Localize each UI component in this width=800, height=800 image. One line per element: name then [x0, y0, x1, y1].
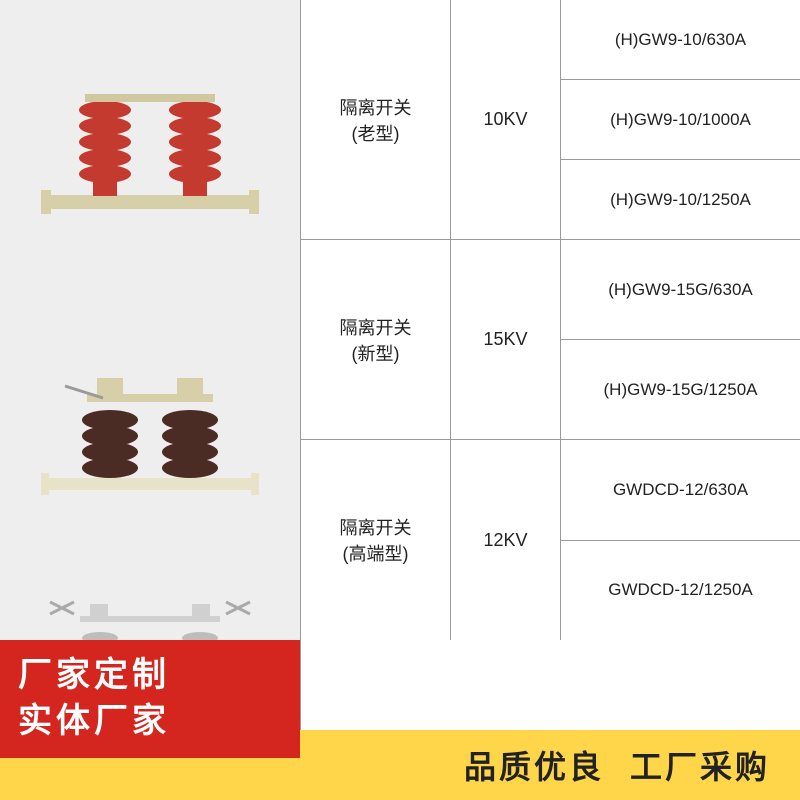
name-line2: (高端型) [343, 540, 409, 566]
model-col-3: GWDCD-12/630A GWDCD-12/1250A [561, 440, 800, 640]
name-line2: (老型) [352, 120, 400, 146]
model-cell: (H)GW9-15G/1250A [561, 340, 800, 439]
voltage-cell-2: 15KV [451, 240, 561, 439]
data-grid: 隔离开关 (老型) 10KV (H)GW9-10/630A (H)GW9-10/… [300, 0, 800, 800]
voltage-cell-3: 12KV [451, 440, 561, 640]
name-line2: (新型) [352, 340, 400, 366]
model-col-2: (H)GW9-15G/630A (H)GW9-15G/1250A [561, 240, 800, 439]
voltage-value: 12KV [483, 530, 527, 551]
model-text: (H)GW9-15G/1250A [604, 380, 758, 400]
product-image-new-type [0, 300, 300, 550]
page-root: 隔离开关 (老型) 10KV (H)GW9-10/630A (H)GW9-10/… [0, 0, 800, 800]
banner-yellow-left: 品质优良 [464, 742, 604, 788]
model-text: (H)GW9-10/1250A [610, 190, 751, 210]
voltage-value: 15KV [483, 329, 527, 350]
insulator-old-svg [35, 80, 265, 220]
row-group-2: 隔离开关 (新型) 15KV (H)GW9-15G/630A (H)GW9-15… [301, 240, 800, 440]
model-cell: (H)GW9-15G/630A [561, 240, 800, 340]
model-cell: (H)GW9-10/630A [561, 0, 800, 80]
model-cell: GWDCD-12/630A [561, 440, 800, 541]
banner-yellow-right: 工厂采购 [630, 742, 770, 788]
model-cell: (H)GW9-10/1000A [561, 80, 800, 160]
model-text: (H)GW9-10/1000A [610, 110, 751, 130]
name-cell-2: 隔离开关 (新型) [301, 240, 451, 439]
name-line1: 隔离开关 [340, 514, 412, 540]
voltage-value: 10KV [483, 109, 527, 130]
model-text: (H)GW9-10/630A [615, 30, 746, 50]
row-group-3: 隔离开关 (高端型) 12KV GWDCD-12/630A GWDCD-12/1… [301, 440, 800, 640]
model-text: GWDCD-12/1250A [608, 580, 753, 600]
banner-red-line2: 实体厂家 [18, 699, 300, 745]
product-image-old-type [0, 0, 300, 300]
voltage-cell-1: 10KV [451, 0, 561, 239]
model-col-1: (H)GW9-10/630A (H)GW9-10/1000A (H)GW9-10… [561, 0, 800, 239]
name-line1: 隔离开关 [340, 314, 412, 340]
banner-red-line1: 厂家定制 [18, 653, 300, 699]
model-text: GWDCD-12/630A [613, 480, 748, 500]
row-group-1: 隔离开关 (老型) 10KV (H)GW9-10/630A (H)GW9-10/… [301, 0, 800, 240]
model-cell: (H)GW9-10/1250A [561, 160, 800, 239]
model-text: (H)GW9-15G/630A [608, 280, 753, 300]
name-line1: 隔离开关 [340, 94, 412, 120]
name-cell-1: 隔离开关 (老型) [301, 0, 451, 239]
banner-red: 厂家定制 实体厂家 [0, 640, 300, 758]
insulator-new-svg [35, 350, 265, 500]
model-cell: GWDCD-12/1250A [561, 541, 800, 641]
name-cell-3: 隔离开关 (高端型) [301, 440, 451, 640]
